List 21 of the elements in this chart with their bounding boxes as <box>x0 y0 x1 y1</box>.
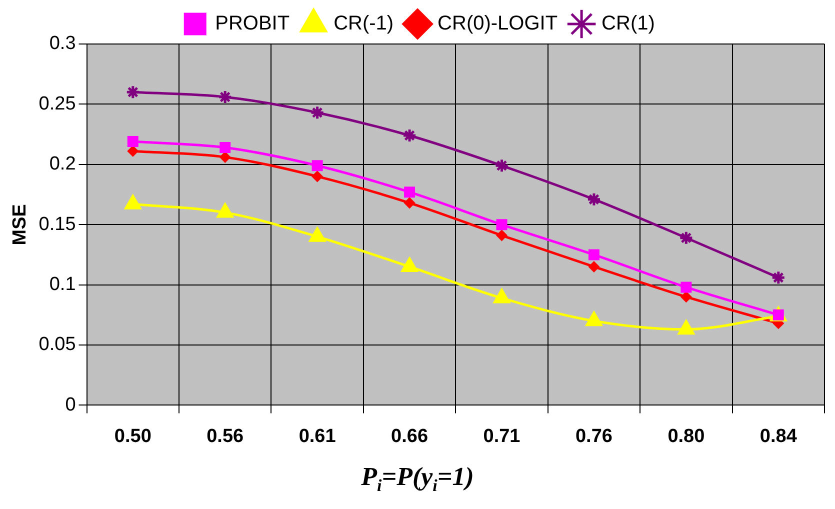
y-tick-label: 0.05 <box>38 334 76 356</box>
y-tick-label: 0.3 <box>49 33 76 54</box>
legend-label: CR(1) <box>602 12 655 35</box>
legend-label: PROBIT <box>215 12 290 35</box>
legend-label: CR(0)-LOGIT <box>438 12 558 35</box>
y-tick-label: 0 <box>65 394 76 416</box>
x-tick-label: 0.56 <box>206 426 244 447</box>
y-tick-label: 0.25 <box>38 93 76 114</box>
y-tick-label: 0.2 <box>49 154 76 175</box>
x-tick-label: 0.71 <box>483 426 521 447</box>
x-tick-label: 0.61 <box>298 426 336 447</box>
legend-label: CR(-1) <box>334 12 394 35</box>
y-tick-label: 0.1 <box>49 274 76 296</box>
x-tick-label: 0.76 <box>575 426 612 447</box>
x-tick-label: 0.80 <box>668 426 705 447</box>
y-tick-label: 0.15 <box>38 214 76 235</box>
x-tick-label: 0.84 <box>760 426 798 447</box>
x-axis-title: P$_{i}$=P(y$_{i}$=1) <box>360 462 475 496</box>
x-tick-label: 0.50 <box>114 426 152 447</box>
y-axis-title: MSE <box>10 204 31 246</box>
x-tick-label: 0.66 <box>391 426 428 447</box>
